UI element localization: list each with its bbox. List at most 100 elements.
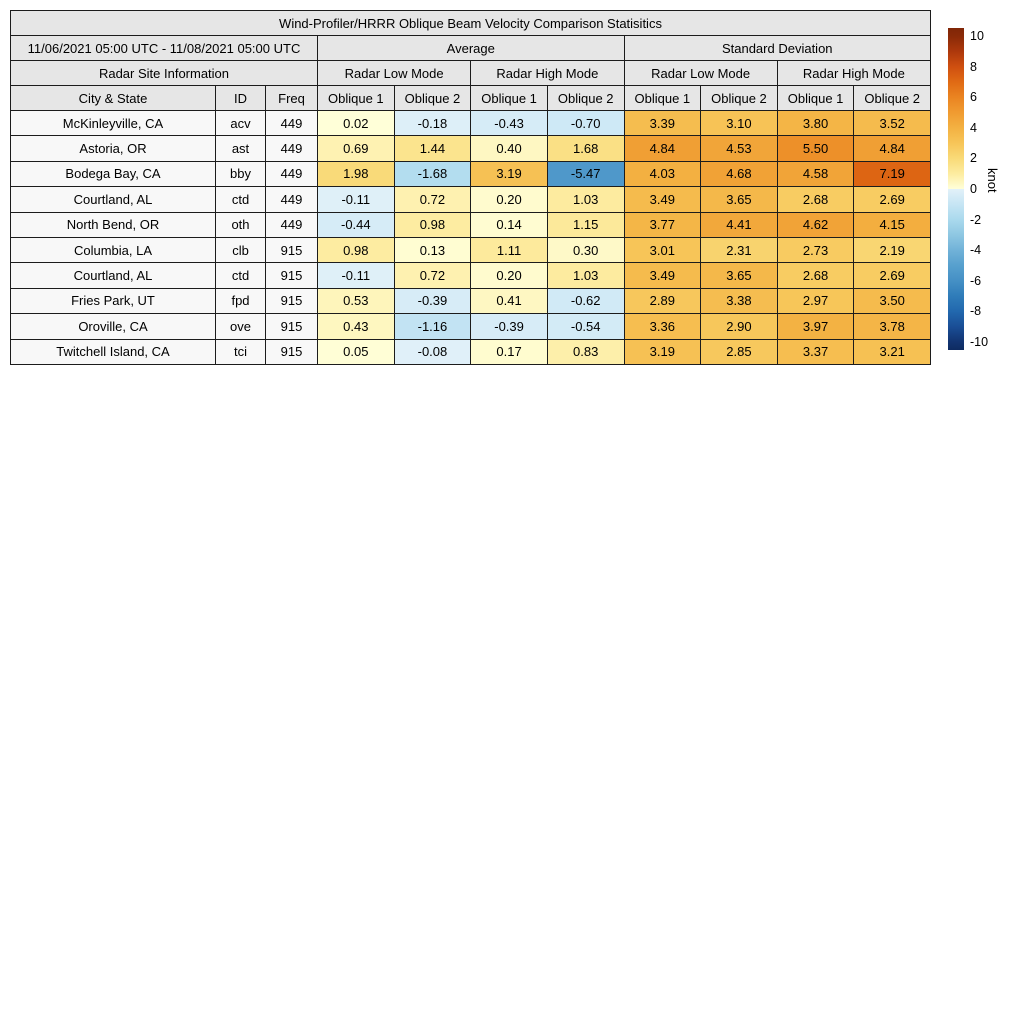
value-cell: 1.15 <box>546 211 625 238</box>
colorbar-tick-label: 0 <box>970 182 977 196</box>
col-header-oblique2: Oblique 2 <box>393 85 472 111</box>
city-cell: Fries Park, UT <box>10 287 216 315</box>
group-header-average: Average <box>317 35 625 61</box>
value-cell: 2.69 <box>853 262 931 289</box>
city-cell: McKinleyville, CA <box>10 109 216 137</box>
value-cell: 0.98 <box>393 211 472 238</box>
value-cell: 3.50 <box>853 287 931 315</box>
table-body: McKinleyville, CA acv 449 0.02 -0.18 -0.43… <box>10 109 931 365</box>
value-cell: 3.49 <box>623 262 702 289</box>
table-row: Twitchell Island, CA tci 915 0.05 -0.08 0.… <box>10 338 931 365</box>
col-header-oblique2: Oblique 2 <box>546 85 625 111</box>
col-header-city: City & State <box>10 85 216 111</box>
value-cell: 1.68 <box>546 135 625 162</box>
value-cell: 4.53 <box>700 135 778 162</box>
value-cell: 4.84 <box>853 135 931 162</box>
table-row: Columbia, LA clb 915 0.98 0.13 1.11 0.30 3.0… <box>10 236 931 264</box>
value-cell: 2.69 <box>853 186 931 213</box>
table-row: Bodega Bay, CA bby 449 1.98 -1.68 3.19 -5.4… <box>10 160 931 188</box>
value-cell: 0.53 <box>317 287 395 315</box>
colorbar-tick-label: -2 <box>970 212 982 227</box>
value-cell: 0.43 <box>317 313 395 340</box>
value-cell: 1.03 <box>546 262 625 289</box>
col-header-oblique1: Oblique 1 <box>776 85 855 111</box>
value-cell: 4.68 <box>700 160 778 188</box>
value-cell: 3.39 <box>623 109 702 137</box>
site-id-cell: bby <box>215 160 266 188</box>
std-low-mode-header: Radar Low Mode <box>623 60 778 86</box>
value-cell: 3.52 <box>853 109 931 137</box>
value-cell: -0.11 <box>317 186 395 213</box>
site-id-cell: ctd <box>215 186 266 213</box>
value-cell: 4.58 <box>776 160 855 188</box>
table-row: North Bend, OR oth 449 -0.44 0.98 0.14 1.15… <box>10 211 931 238</box>
value-cell: 0.20 <box>470 262 548 289</box>
value-cell: 3.77 <box>623 211 702 238</box>
value-cell: 3.37 <box>776 338 855 365</box>
city-cell: Twitchell Island, CA <box>10 338 216 365</box>
value-cell: 5.50 <box>776 135 855 162</box>
col-header-oblique2: Oblique 2 <box>700 85 778 111</box>
city-cell: Bodega Bay, CA <box>10 160 216 188</box>
value-cell: 0.30 <box>546 236 625 264</box>
value-cell: -0.18 <box>393 109 472 137</box>
colorbar-tick-label: 2 <box>970 151 977 166</box>
table-row: Courtland, AL ctd 449 -0.11 0.72 0.20 1.03 3… <box>10 186 931 213</box>
site-id-cell: fpd <box>215 287 266 315</box>
value-cell: 0.14 <box>470 211 548 238</box>
site-id-cell: oth <box>215 211 266 238</box>
value-cell: -0.08 <box>393 338 472 365</box>
value-cell: -0.62 <box>546 287 625 315</box>
colorbar-unit-label: knot <box>985 168 1000 193</box>
value-cell: 3.21 <box>853 338 931 365</box>
colorbar-tick-label: 8 <box>970 59 977 74</box>
value-cell: 2.19 <box>853 236 931 264</box>
group-header-std: Standard Deviation <box>623 35 931 61</box>
value-cell: 3.38 <box>700 287 778 315</box>
value-cell: 3.10 <box>700 109 778 137</box>
city-cell: Courtland, AL <box>10 262 216 289</box>
value-cell: 2.89 <box>623 287 702 315</box>
site-id-cell: ast <box>215 135 266 162</box>
value-cell: 0.13 <box>393 236 472 264</box>
value-cell: 3.19 <box>623 338 702 365</box>
date-range-cell: 11/06/2021 05:00 UTC - 11/08/2021 05:00 … <box>10 35 318 61</box>
colorbar-tick-label: 10 <box>970 29 984 44</box>
value-cell: 4.84 <box>623 135 702 162</box>
value-cell: -0.54 <box>546 313 625 340</box>
colorbar-tick-label: 4 <box>970 120 977 135</box>
value-cell: 0.17 <box>470 338 548 365</box>
freq-cell: 915 <box>265 236 318 264</box>
freq-cell: 915 <box>265 287 318 315</box>
value-cell: 3.49 <box>623 186 702 213</box>
colorbar-tick-label: 6 <box>970 90 977 105</box>
city-cell: Astoria, OR <box>10 135 216 162</box>
value-cell: -0.11 <box>317 262 395 289</box>
avg-high-mode-header: Radar High Mode <box>470 60 625 86</box>
table-row: Courtland, AL ctd 915 -0.11 0.72 0.20 1.03 3… <box>10 262 931 289</box>
value-cell: 0.05 <box>317 338 395 365</box>
value-cell: 2.85 <box>700 338 778 365</box>
site-id-cell: clb <box>215 236 266 264</box>
value-cell: 0.02 <box>317 109 395 137</box>
value-cell: -1.68 <box>393 160 472 188</box>
col-header-oblique1: Oblique 1 <box>317 85 395 111</box>
freq-cell: 449 <box>265 211 318 238</box>
value-cell: 0.72 <box>393 186 472 213</box>
freq-cell: 915 <box>265 338 318 365</box>
value-cell: 4.03 <box>623 160 702 188</box>
value-cell: 0.20 <box>470 186 548 213</box>
value-cell: -0.70 <box>546 109 625 137</box>
value-cell: 2.97 <box>776 287 855 315</box>
col-header-oblique2: Oblique 2 <box>853 85 931 111</box>
value-cell: -1.16 <box>393 313 472 340</box>
table-title: Wind-Profiler/HRRR Oblique Beam Velocity… <box>10 10 931 36</box>
city-cell: Oroville, CA <box>10 313 216 340</box>
value-cell: 2.68 <box>776 262 855 289</box>
freq-cell: 449 <box>265 186 318 213</box>
value-cell: 0.40 <box>470 135 548 162</box>
value-cell: -5.47 <box>546 160 625 188</box>
colorbar-tick-label: -4 <box>970 243 982 258</box>
city-cell: Courtland, AL <box>10 186 216 213</box>
